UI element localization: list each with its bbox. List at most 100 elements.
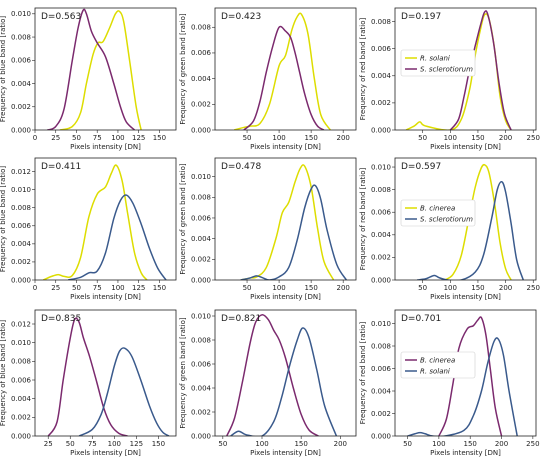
legend-label: B. cinerea xyxy=(420,357,455,365)
y-tick-label: 0.002 xyxy=(371,410,391,418)
axes-frame xyxy=(34,309,177,437)
distance-annotation: D=0.701 xyxy=(401,314,441,324)
x-tick-label: 200 xyxy=(499,134,512,142)
y-axis-label: Frequency of blue band [ratio] xyxy=(0,166,7,272)
y-tick-label: 0.002 xyxy=(11,414,31,422)
x-tick-label: 200 xyxy=(499,284,512,292)
panel-2: 50 100 150 200 0.000 0.002 0.004 0.006 0.008 Pixe… xyxy=(179,7,357,151)
y-tick-label: 0.000 xyxy=(371,126,391,134)
y-tick-label: 0.002 xyxy=(371,254,391,262)
density-curve-2 xyxy=(240,184,348,280)
legend-label: S. sclerotiorum xyxy=(420,216,473,224)
density-curve-1 xyxy=(47,317,128,436)
y-tick-label: 0.010 xyxy=(191,173,211,181)
density-curve-2 xyxy=(243,25,325,130)
density-curve-2 xyxy=(47,8,136,130)
density-curve-2 xyxy=(78,347,170,436)
panel-9: 50 100 150 200 250 0.000 0.002 0.004 0.006 0.008 0… xyxy=(359,309,540,457)
axes-frame xyxy=(34,157,177,281)
density-curve-2 xyxy=(449,10,512,130)
y-tick-label: 0.008 xyxy=(11,204,31,212)
density-curve-2 xyxy=(68,194,167,280)
panel-8: 50 100 150 200 0.000 0.002 0.004 0.006 0.008 0.01… xyxy=(179,309,357,457)
x-tick-label: 50 xyxy=(418,284,427,292)
y-tick-label: 0.006 xyxy=(11,376,32,384)
x-tick-label: 100 xyxy=(444,284,457,292)
density-curve-1 xyxy=(240,164,335,280)
y-tick-label: 0.006 xyxy=(371,365,392,373)
x-tick-label: 125 xyxy=(132,284,145,292)
x-axis-label: Pixels intensity [DN] xyxy=(70,293,141,301)
distance-annotation: D=0.821 xyxy=(221,314,261,324)
x-tick-label: 150 xyxy=(471,134,484,142)
x-tick-label: 100 xyxy=(272,284,285,292)
y-tick-label: 0.012 xyxy=(11,320,31,328)
y-tick-label: 0.006 xyxy=(371,45,392,53)
density-curve-1 xyxy=(444,163,512,280)
y-tick-label: 0.000 xyxy=(11,276,31,284)
legend-label: R. solani xyxy=(420,55,450,63)
x-tick-label: 25 xyxy=(44,440,53,448)
legend-box xyxy=(400,199,476,227)
y-tick-label: 0.010 xyxy=(191,312,211,320)
x-tick-label: 150 xyxy=(294,440,307,448)
y-tick-label: 0.008 xyxy=(11,33,31,41)
x-tick-label: 50 xyxy=(72,284,81,292)
y-tick-label: 0.000 xyxy=(11,432,31,440)
density-curve-1 xyxy=(226,314,319,436)
legend-label: R. solani xyxy=(420,368,450,376)
legend-label: S. sclerotiorum xyxy=(420,66,473,74)
axes-frame xyxy=(394,309,537,437)
x-tick-label: 50 xyxy=(403,440,412,448)
y-tick-label: 0.002 xyxy=(191,101,211,109)
x-tick-label: 50 xyxy=(418,134,427,142)
y-tick-label: 0.004 xyxy=(371,72,392,80)
x-axis-label: Pixels intensity [DN] xyxy=(430,293,501,301)
axes-frame xyxy=(34,7,177,131)
y-tick-label: 0.006 xyxy=(191,49,212,57)
x-tick-label: 25 xyxy=(51,284,60,292)
x-tick-label: 150 xyxy=(152,440,165,448)
x-tick-label: 100 xyxy=(111,134,124,142)
x-tick-label: 100 xyxy=(108,440,121,448)
x-tick-label: 25 xyxy=(51,134,60,142)
y-tick-label: 0.010 xyxy=(371,163,391,171)
density-curve-1 xyxy=(234,12,331,130)
panel-4: 0 25 50 75 100 125 150 0.000 0.002 0.004 0.006 0.00… xyxy=(0,157,177,301)
y-tick-label: 0.004 xyxy=(11,80,32,88)
density-curve-1 xyxy=(42,164,148,280)
y-tick-label: 0.010 xyxy=(11,186,31,194)
density-curve-2 xyxy=(230,327,338,436)
distance-annotation: D=0.597 xyxy=(401,162,441,172)
x-tick-label: 100 xyxy=(111,284,124,292)
x-tick-label: 100 xyxy=(444,134,457,142)
y-tick-label: 0.004 xyxy=(11,240,32,248)
x-tick-label: 50 xyxy=(72,134,81,142)
y-tick-label: 0.012 xyxy=(11,168,31,176)
distance-annotation: D=0.423 xyxy=(221,12,261,22)
y-tick-label: 0.004 xyxy=(191,75,212,83)
panel-3: 50 100 150 200 250 0.000 0.002 0.004 0.006 0.008 P… xyxy=(359,7,540,151)
x-tick-label: 150 xyxy=(471,284,484,292)
density-curve-1 xyxy=(59,10,142,130)
y-tick-label: 0.006 xyxy=(191,360,212,368)
x-tick-label: 75 xyxy=(93,284,102,292)
x-tick-label: 0 xyxy=(33,134,37,142)
panel-1: 0 25 50 75 100 125 150 0.000 0.002 0.004 0.006 0.00… xyxy=(0,7,177,151)
distance-annotation: D=0.478 xyxy=(221,162,262,172)
y-axis-label: Frequency of red band [ratio] xyxy=(359,321,367,424)
distance-annotation: D=0.197 xyxy=(401,12,441,22)
axes-frame xyxy=(214,157,357,281)
x-tick-label: 250 xyxy=(527,284,540,292)
x-tick-label: 200 xyxy=(495,440,508,448)
y-tick-label: 0.006 xyxy=(11,57,32,65)
y-tick-label: 0.010 xyxy=(371,320,391,328)
x-tick-label: 100 xyxy=(255,440,268,448)
y-tick-label: 0.000 xyxy=(11,126,31,134)
legend-box xyxy=(400,49,476,77)
legend-box xyxy=(400,351,476,379)
y-tick-label: 0.008 xyxy=(371,18,391,26)
y-tick-label: 0.000 xyxy=(371,276,391,284)
y-axis-label: Frequency of green band [ratio] xyxy=(179,163,187,275)
y-tick-label: 0.004 xyxy=(191,384,212,392)
